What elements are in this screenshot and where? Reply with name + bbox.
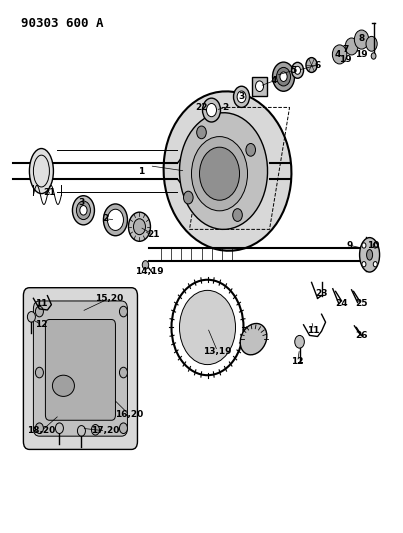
Ellipse shape bbox=[179, 113, 268, 229]
Text: 8: 8 bbox=[358, 34, 365, 43]
Ellipse shape bbox=[104, 204, 127, 236]
Ellipse shape bbox=[276, 67, 291, 86]
Text: 12: 12 bbox=[35, 320, 48, 329]
Circle shape bbox=[119, 367, 127, 378]
Text: 90303 600 A: 90303 600 A bbox=[21, 17, 104, 30]
Ellipse shape bbox=[52, 375, 75, 397]
Circle shape bbox=[362, 262, 366, 267]
Text: 22: 22 bbox=[195, 103, 208, 112]
Text: 26: 26 bbox=[355, 331, 368, 340]
Text: 9: 9 bbox=[347, 241, 353, 250]
Text: 19: 19 bbox=[339, 55, 352, 64]
Ellipse shape bbox=[129, 212, 150, 241]
FancyBboxPatch shape bbox=[23, 288, 137, 449]
Ellipse shape bbox=[291, 62, 303, 78]
Text: 25: 25 bbox=[355, 299, 368, 308]
Circle shape bbox=[35, 423, 44, 433]
Text: 5: 5 bbox=[291, 66, 297, 75]
Ellipse shape bbox=[295, 66, 301, 74]
Ellipse shape bbox=[179, 290, 235, 365]
Circle shape bbox=[77, 425, 85, 436]
Ellipse shape bbox=[202, 98, 220, 122]
Text: 6: 6 bbox=[314, 61, 321, 69]
Ellipse shape bbox=[359, 238, 380, 272]
Ellipse shape bbox=[91, 424, 100, 435]
Ellipse shape bbox=[306, 58, 317, 72]
Text: 17,20: 17,20 bbox=[91, 426, 120, 435]
Ellipse shape bbox=[133, 219, 145, 235]
Ellipse shape bbox=[272, 62, 295, 91]
Ellipse shape bbox=[80, 206, 87, 215]
Ellipse shape bbox=[332, 45, 347, 64]
Circle shape bbox=[197, 126, 206, 139]
Text: 3: 3 bbox=[239, 92, 245, 101]
Ellipse shape bbox=[164, 91, 291, 251]
Circle shape bbox=[35, 306, 44, 317]
Text: 4: 4 bbox=[334, 50, 341, 59]
Ellipse shape bbox=[29, 149, 54, 193]
Circle shape bbox=[27, 312, 35, 322]
Ellipse shape bbox=[280, 72, 287, 82]
Ellipse shape bbox=[73, 196, 94, 225]
Ellipse shape bbox=[366, 36, 377, 51]
Ellipse shape bbox=[367, 249, 373, 260]
Text: 11: 11 bbox=[35, 299, 48, 308]
Circle shape bbox=[373, 243, 377, 248]
Circle shape bbox=[56, 423, 63, 433]
Ellipse shape bbox=[206, 103, 216, 117]
Ellipse shape bbox=[354, 30, 369, 49]
Circle shape bbox=[256, 81, 264, 92]
Circle shape bbox=[183, 191, 193, 204]
Text: 15,20: 15,20 bbox=[96, 294, 124, 303]
Text: 21: 21 bbox=[43, 188, 56, 197]
Circle shape bbox=[373, 262, 377, 267]
Circle shape bbox=[119, 423, 127, 433]
Circle shape bbox=[295, 335, 304, 348]
Text: 14,19: 14,19 bbox=[135, 268, 164, 276]
Text: 2: 2 bbox=[222, 103, 229, 112]
FancyBboxPatch shape bbox=[33, 301, 127, 436]
Text: 12: 12 bbox=[291, 358, 304, 367]
Text: 13,19: 13,19 bbox=[203, 347, 232, 356]
Text: 11: 11 bbox=[307, 326, 320, 335]
Ellipse shape bbox=[108, 209, 123, 230]
Circle shape bbox=[35, 367, 44, 378]
Text: 24: 24 bbox=[335, 299, 348, 308]
Text: 1: 1 bbox=[138, 166, 145, 175]
Circle shape bbox=[233, 209, 242, 221]
Text: 7: 7 bbox=[343, 45, 349, 54]
Text: 4: 4 bbox=[270, 76, 277, 85]
Text: 3: 3 bbox=[78, 198, 85, 207]
Ellipse shape bbox=[237, 91, 246, 103]
Ellipse shape bbox=[240, 324, 267, 355]
Text: 16,20: 16,20 bbox=[115, 410, 143, 419]
Circle shape bbox=[199, 147, 239, 200]
Circle shape bbox=[362, 243, 366, 248]
Circle shape bbox=[142, 261, 149, 269]
Text: 2: 2 bbox=[102, 214, 108, 223]
Ellipse shape bbox=[371, 53, 376, 59]
Ellipse shape bbox=[77, 201, 90, 220]
Ellipse shape bbox=[345, 38, 358, 55]
Text: 18,20: 18,20 bbox=[27, 426, 56, 435]
Circle shape bbox=[246, 143, 256, 156]
FancyBboxPatch shape bbox=[46, 319, 115, 420]
Ellipse shape bbox=[233, 86, 249, 108]
Text: 23: 23 bbox=[315, 288, 328, 297]
Text: 19: 19 bbox=[355, 50, 368, 59]
Text: 21: 21 bbox=[147, 230, 160, 239]
Ellipse shape bbox=[191, 136, 247, 211]
FancyBboxPatch shape bbox=[252, 77, 267, 96]
Circle shape bbox=[119, 306, 127, 317]
Text: 10: 10 bbox=[368, 241, 380, 250]
